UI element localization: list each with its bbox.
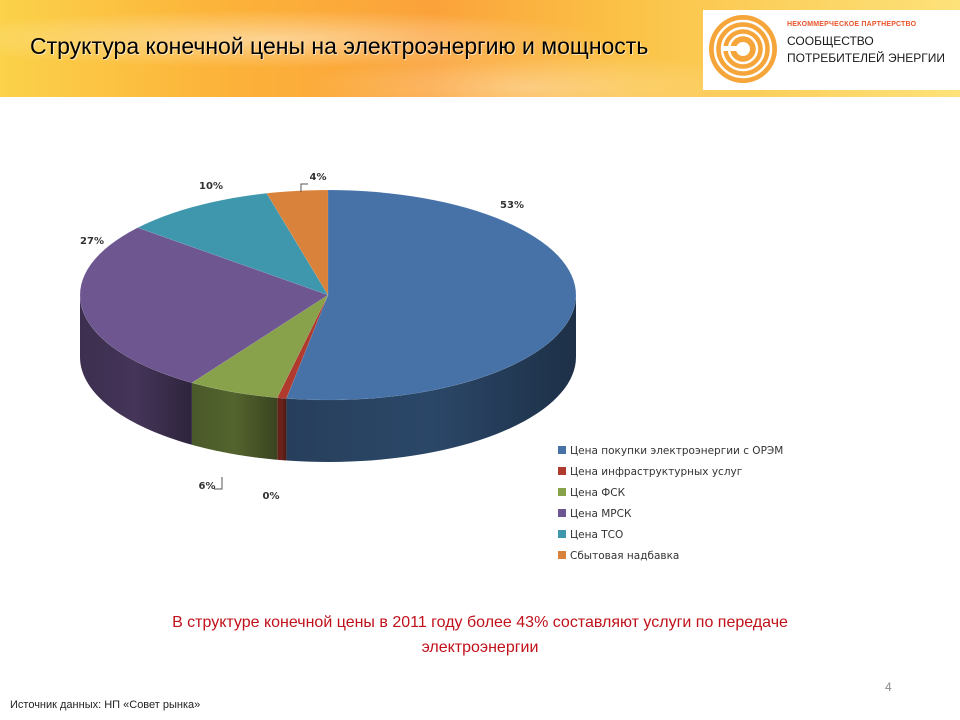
legend-item: Цена ФСК (558, 486, 783, 507)
legend-swatch (558, 467, 566, 475)
pie-chart: 53% 0% 6% 27% 10% 4% (79, 172, 577, 502)
legend-label: Цена ТСО (570, 529, 624, 541)
pie-value-label-3: 27% (80, 236, 104, 247)
pie-value-label-1: 0% (263, 491, 280, 502)
legend-swatch (558, 488, 566, 496)
legend-swatch (558, 530, 566, 538)
logo-text-line1: СООБЩЕСТВО (787, 34, 874, 48)
legend-label: Цена инфраструктурных услуг (570, 466, 743, 478)
chart-legend: Цена покупки электроэнергии с ОРЭМ Цена и… (558, 444, 783, 570)
conclusion-text: В структуре конечной цены в 2011 году бо… (60, 610, 900, 660)
conclusion-line2: электроэнергии (421, 639, 539, 656)
legend-label: Цена МРСК (570, 508, 632, 520)
pie-slice-1 (276, 294, 329, 399)
pie-side-0 (286, 295, 576, 462)
pie-slice-5 (266, 189, 329, 296)
pie-value-label-5: 4% (310, 172, 327, 183)
legend-item: Цена инфраструктурных услуг (558, 465, 783, 486)
leader-line-1 (300, 183, 308, 192)
legend-swatch (558, 551, 566, 559)
logo-text-line2: ПОТРЕБИТЕЛЕЙ ЭНЕРГИИ (787, 51, 946, 65)
slide-title: Структура конечной цены на электроэнерги… (30, 33, 649, 59)
leader-line-0 (214, 477, 223, 490)
legend-swatch (558, 509, 566, 517)
pie-side-3 (80, 295, 192, 445)
legend-swatch (558, 446, 566, 454)
pie-slice-3 (79, 227, 329, 384)
legend-label: Сбытовая надбавка (570, 550, 680, 562)
legend-item: Цена ТСО (558, 528, 783, 549)
conclusion-line1: В структуре конечной цены в 2011 году бо… (172, 614, 788, 631)
logo-icon (709, 15, 777, 83)
pie-value-label-4: 10% (199, 181, 223, 192)
page-number: 4 (885, 680, 892, 694)
pie-slice-2 (191, 294, 329, 399)
legend-label: Цена ФСК (570, 487, 626, 499)
pie-slice-0 (286, 189, 577, 401)
pie-labels: 53% 0% 6% 27% 10% 4% (80, 172, 524, 502)
logo-caption: НЕКОММЕРЧЕСКОЕ ПАРТНЕРСТВО (787, 21, 917, 28)
legend-item: Сбытовая надбавка (558, 549, 783, 570)
source-note: Источник данных: НП «Совет рынка» (10, 699, 201, 711)
pie-side-2 (191, 382, 278, 460)
legend-item: Цена МРСК (558, 507, 783, 528)
pie-side-1 (277, 397, 287, 461)
legend-item: Цена покупки электроэнергии с ОРЭМ (558, 444, 783, 465)
pie-value-label-0: 53% (500, 200, 524, 211)
pie-slice-4 (137, 192, 329, 296)
legend-label: Цена покупки электроэнергии с ОРЭМ (570, 445, 784, 457)
pie-value-label-2: 6% (199, 481, 216, 492)
pie-sides (80, 295, 576, 462)
pie-top (79, 189, 577, 401)
